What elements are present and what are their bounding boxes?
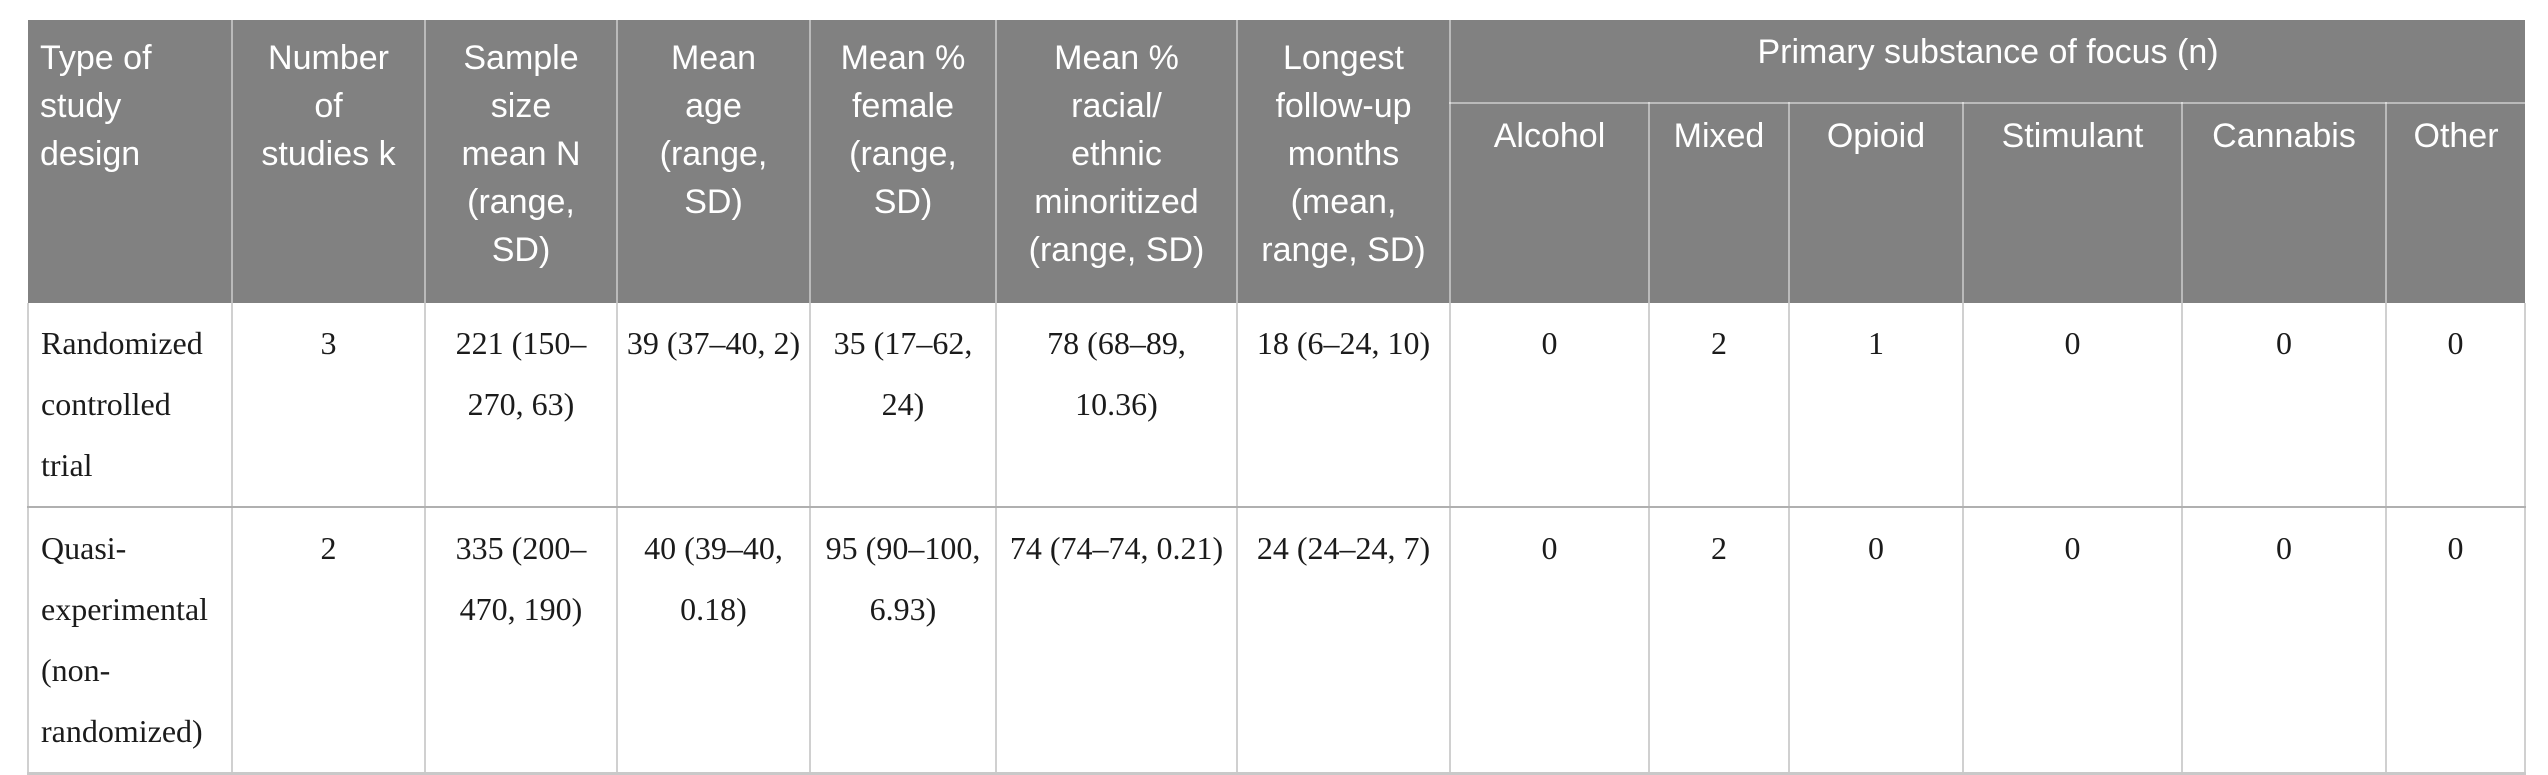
cell-quasi-design: Quasi- experimental (non- randomized) xyxy=(27,507,233,775)
cell-rct-sample-size: 221 (150– 270, 63) xyxy=(425,303,618,508)
paper-table-figure: Type of study design Number of studies k… xyxy=(27,20,2527,775)
cell-quasi-mean-age: 40 (39–40, 0.18) xyxy=(617,507,811,775)
table-row-quasi: Quasi- experimental (non- randomized) 2 … xyxy=(27,507,2527,775)
cell-rct-pct-minoritized: 78 (68–89, 10.36) xyxy=(996,303,1238,508)
header-number-of-studies: Number of studies k xyxy=(232,20,426,303)
cell-quasi-alcohol: 0 xyxy=(1450,507,1650,775)
study-characteristics-table: Type of study design Number of studies k… xyxy=(27,20,2527,775)
cell-rct-cannabis: 0 xyxy=(2182,303,2387,508)
cell-rct-mixed: 2 xyxy=(1649,303,1790,508)
header-primary-substance-group: Primary substance of focus (n) xyxy=(1450,20,2526,104)
cell-rct-mean-age: 39 (37–40, 2) xyxy=(617,303,811,508)
header-sample-size: Sample size mean N (range, SD) xyxy=(425,20,618,303)
cell-quasi-pct-minoritized: 74 (74–74, 0.21) xyxy=(996,507,1238,775)
header-mean-pct-minoritized: Mean % racial/ ethnic minoritized (range… xyxy=(996,20,1238,303)
header-longest-followup: Longest follow-up months (mean, range, S… xyxy=(1237,20,1451,303)
header-row-substances: Alcohol Mixed Opioid Stimulant Cannabis … xyxy=(28,103,2526,303)
header-mean-pct-female: Mean % female (range, SD) xyxy=(810,20,997,303)
header-other: Other xyxy=(2386,103,2526,303)
cell-quasi-opioid: 0 xyxy=(1789,507,1964,775)
header-alcohol: Alcohol xyxy=(1450,103,1650,303)
cell-quasi-cannabis: 0 xyxy=(2182,507,2387,775)
cell-quasi-k: 2 xyxy=(232,507,426,775)
header-type-of-study-design: Type of study design xyxy=(28,20,233,303)
cell-rct-alcohol: 0 xyxy=(1450,303,1650,508)
header-mixed: Mixed xyxy=(1649,103,1790,303)
cell-rct-k: 3 xyxy=(232,303,426,508)
header-stimulant: Stimulant xyxy=(1963,103,2183,303)
cell-quasi-other: 0 xyxy=(2386,507,2527,775)
header-opioid: Opioid xyxy=(1789,103,1964,303)
cell-quasi-sample-size: 335 (200– 470, 190) xyxy=(425,507,618,775)
table-header: Type of study design Number of studies k… xyxy=(28,20,2526,303)
cell-quasi-followup: 24 (24–24, 7) xyxy=(1237,507,1451,775)
cell-rct-followup: 18 (6–24, 10) xyxy=(1237,303,1451,508)
cell-quasi-pct-female: 95 (90–100, 6.93) xyxy=(810,507,997,775)
cell-rct-opioid: 1 xyxy=(1789,303,1964,508)
cell-rct-design: Randomized controlled trial xyxy=(27,303,233,508)
header-cannabis: Cannabis xyxy=(2182,103,2387,303)
header-mean-age: Mean age (range, SD) xyxy=(617,20,811,303)
cell-rct-other: 0 xyxy=(2386,303,2527,508)
header-row-top: Type of study design Number of studies k… xyxy=(28,20,2526,303)
cell-rct-pct-female: 35 (17–62, 24) xyxy=(810,303,997,508)
table-body: Randomized controlled trial 3 221 (150– … xyxy=(27,303,2527,775)
cell-quasi-stimulant: 0 xyxy=(1963,507,2183,775)
cell-quasi-mixed: 2 xyxy=(1649,507,1790,775)
table-row-rct: Randomized controlled trial 3 221 (150– … xyxy=(27,303,2527,508)
cell-rct-stimulant: 0 xyxy=(1963,303,2183,508)
